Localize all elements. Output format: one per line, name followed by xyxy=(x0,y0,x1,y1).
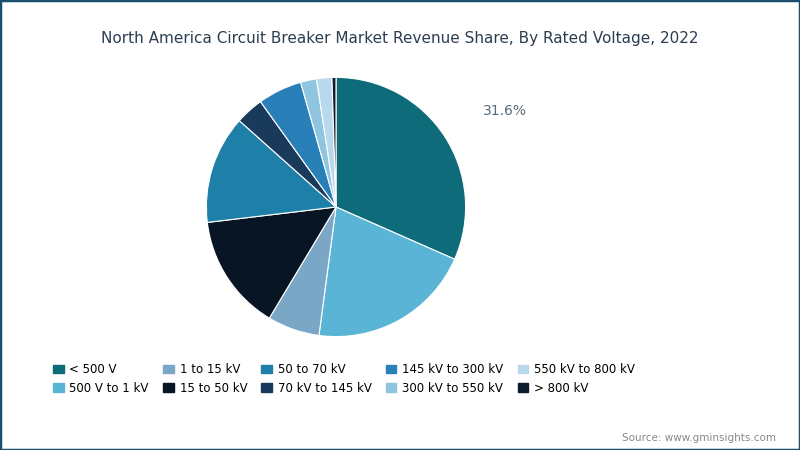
Wedge shape xyxy=(301,79,336,207)
Wedge shape xyxy=(239,102,336,207)
Wedge shape xyxy=(336,77,466,259)
Wedge shape xyxy=(317,77,336,207)
Wedge shape xyxy=(319,207,454,337)
Legend: < 500 V, 500 V to 1 kV, 1 to 15 kV, 15 to 50 kV, 50 to 70 kV, 70 kV to 145 kV, 1: < 500 V, 500 V to 1 kV, 1 to 15 kV, 15 t… xyxy=(47,357,641,400)
Wedge shape xyxy=(261,82,336,207)
Wedge shape xyxy=(270,207,336,335)
Wedge shape xyxy=(207,207,336,318)
Wedge shape xyxy=(332,77,336,207)
Text: North America Circuit Breaker Market Revenue Share, By Rated Voltage, 2022: North America Circuit Breaker Market Rev… xyxy=(102,32,698,46)
Wedge shape xyxy=(206,121,336,222)
Text: Source: www.gminsights.com: Source: www.gminsights.com xyxy=(622,433,776,443)
Text: 31.6%: 31.6% xyxy=(482,104,526,118)
